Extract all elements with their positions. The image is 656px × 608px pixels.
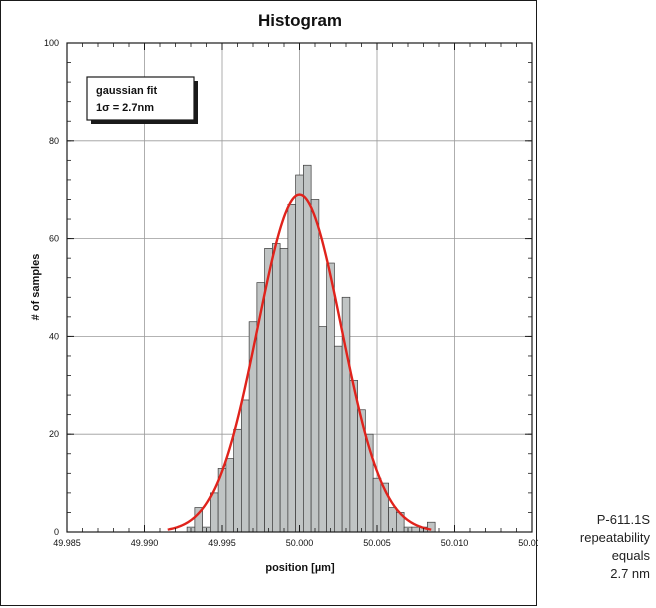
- y-axis-label: # of samples: [30, 254, 42, 321]
- y-tick-label: 40: [49, 331, 59, 341]
- histogram-bar: [326, 262, 335, 533]
- caption-line-repeatability: repeatability: [579, 530, 650, 545]
- chart-title: Histogram: [258, 11, 342, 30]
- x-tick-label: 49.990: [131, 538, 159, 548]
- histogram-bars: [186, 164, 436, 533]
- legend-box: gaussian fit 1σ = 2.7nm: [86, 76, 198, 124]
- histogram-bar: [411, 526, 420, 533]
- legend-title: gaussian fit: [96, 85, 157, 97]
- histogram-bar: [287, 204, 296, 533]
- legend-sigma: 1σ = 2.7nm: [96, 102, 154, 114]
- caption-line-model: P-611.1S: [596, 512, 650, 527]
- caption-line-value: 2.7 nm: [610, 566, 650, 581]
- x-tick-label: 50.000: [286, 538, 314, 548]
- histogram-bar: [241, 399, 250, 533]
- x-tick-labels: 49.985 49.990 49.995 50.000 50.005 50.010 50.0…: [53, 538, 538, 548]
- x-tick-label: 50.015: [518, 538, 538, 548]
- histogram-bar: [318, 326, 327, 533]
- y-tick-label: 20: [49, 429, 59, 439]
- histogram-bar: [427, 521, 436, 533]
- y-tick-labels: 0 20 40 60 80 100: [44, 38, 59, 537]
- x-tick-label: 49.995: [208, 538, 236, 548]
- histogram-bar: [233, 428, 242, 533]
- histogram-bar: [334, 345, 343, 533]
- axis-ticks: [66, 42, 533, 533]
- histogram-bar: [210, 492, 219, 533]
- y-tick-label: 100: [44, 38, 59, 48]
- histogram-bar: [225, 458, 234, 533]
- x-axis-label: position [µm]: [265, 562, 335, 574]
- y-tick-label: 80: [49, 136, 59, 146]
- histogram-bar: [372, 477, 382, 533]
- x-tick-label: 49.985: [53, 538, 81, 548]
- caption-line-equals: equals: [611, 548, 650, 563]
- histogram-bar: [303, 164, 312, 533]
- histogram-bar: [279, 248, 289, 533]
- y-tick-label: 60: [49, 234, 59, 244]
- x-tick-label: 50.010: [441, 538, 469, 548]
- x-tick-label: 50.005: [363, 538, 391, 548]
- y-tick-label: 0: [54, 527, 59, 537]
- gaussian-fit-curve: [167, 193, 432, 531]
- histogram-bar: [272, 243, 281, 533]
- figure-frame: Histogram 49.985 49.990 49.995 50.000 50.005…: [0, 0, 538, 606]
- histogram-chart: Histogram 49.985 49.990 49.995 50.000 50.005…: [30, 11, 538, 574]
- histogram-bar: [295, 174, 304, 533]
- histogram-bar: [310, 199, 320, 533]
